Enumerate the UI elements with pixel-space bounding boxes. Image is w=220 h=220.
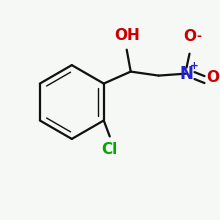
Text: N: N bbox=[180, 65, 193, 82]
Text: O: O bbox=[183, 29, 196, 44]
Text: OH: OH bbox=[114, 28, 139, 43]
Text: Cl: Cl bbox=[102, 142, 118, 158]
Text: O: O bbox=[206, 70, 219, 85]
Text: -: - bbox=[196, 30, 201, 43]
Text: +: + bbox=[190, 61, 199, 71]
